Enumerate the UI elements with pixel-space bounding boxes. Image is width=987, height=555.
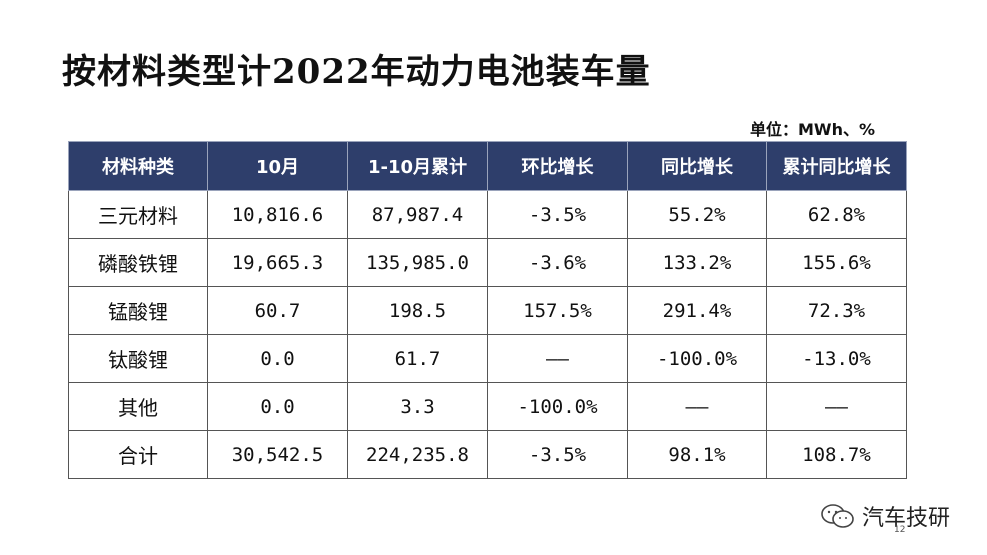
row-label: 合计 (68, 430, 208, 479)
table-cell: 61.7 (347, 334, 488, 383)
table-cell: 3.3 (347, 382, 488, 431)
table-cell: 98.1% (627, 430, 767, 479)
table-cell: 0.0 (207, 382, 348, 431)
table-row: 钛酸锂 0.0 61.7 —— -100.0% -13.0% (68, 334, 907, 383)
table-cell: —— (487, 334, 628, 383)
row-label: 锰酸锂 (68, 286, 208, 335)
table-cell: —— (627, 382, 767, 431)
table-cell: 133.2% (627, 238, 767, 287)
table-row: 其他 0.0 3.3 -100.0% —— —— (68, 382, 907, 431)
row-label: 磷酸铁锂 (68, 238, 208, 287)
table-row: 磷酸铁锂 19,665.3 135,985.0 -3.6% 133.2% 155… (68, 238, 907, 287)
table-cell: 60.7 (207, 286, 348, 335)
table-cell: 72.3% (766, 286, 907, 335)
column-header: 累计同比增长 (766, 141, 907, 191)
table-header-row: 材料种类 10月 1-10月累计 环比增长 同比增长 累计同比增长 (68, 141, 907, 191)
column-header: 同比增长 (627, 141, 767, 191)
table-cell: 19,665.3 (207, 238, 348, 287)
column-header: 材料种类 (68, 141, 208, 191)
column-header: 10月 (207, 141, 348, 191)
table-cell: —— (766, 382, 907, 431)
row-label: 三元材料 (68, 190, 208, 239)
table-cell: -3.5% (487, 190, 628, 239)
wechat-icon (821, 504, 854, 528)
unit-label: 单位：MWh、% (750, 120, 875, 139)
table-cell: 0.0 (207, 334, 348, 383)
row-label: 钛酸锂 (68, 334, 208, 383)
table-cell: 62.8% (766, 190, 907, 239)
table-cell: 157.5% (487, 286, 628, 335)
table-cell: 30,542.5 (207, 430, 348, 479)
table-cell: 10,816.6 (207, 190, 348, 239)
page-number: 12 (894, 525, 906, 535)
table-cell: 108.7% (766, 430, 907, 479)
table-row: 锰酸锂 60.7 198.5 157.5% 291.4% 72.3% (68, 286, 907, 335)
table-cell: 155.6% (766, 238, 907, 287)
watermark-text: 汽车技研 (862, 506, 951, 531)
table-cell: 55.2% (627, 190, 767, 239)
table-cell: 87,987.4 (347, 190, 488, 239)
table-cell: -3.6% (487, 238, 628, 287)
column-header: 1-10月累计 (347, 141, 488, 191)
table-cell: -3.5% (487, 430, 628, 479)
row-label: 其他 (68, 382, 208, 431)
table-cell: 198.5 (347, 286, 488, 335)
table-row: 三元材料 10,816.6 87,987.4 -3.5% 55.2% 62.8% (68, 190, 907, 239)
table-cell: -100.0% (487, 382, 628, 431)
table-cell: 224,235.8 (347, 430, 488, 479)
column-header: 环比增长 (487, 141, 628, 191)
table-cell: 291.4% (627, 286, 767, 335)
table-cell: 135,985.0 (347, 238, 488, 287)
watermark: 汽车技研 (820, 500, 950, 532)
table-cell: -100.0% (627, 334, 767, 383)
page-title: 按材料类型计2022年动力电池装车量 (62, 52, 651, 92)
table-row: 合计 30,542.5 224,235.8 -3.5% 98.1% 108.7% (68, 430, 907, 479)
data-table: 材料种类 10月 1-10月累计 环比增长 同比增长 累计同比增长 三元材料 1… (68, 141, 907, 479)
table-cell: -13.0% (766, 334, 907, 383)
